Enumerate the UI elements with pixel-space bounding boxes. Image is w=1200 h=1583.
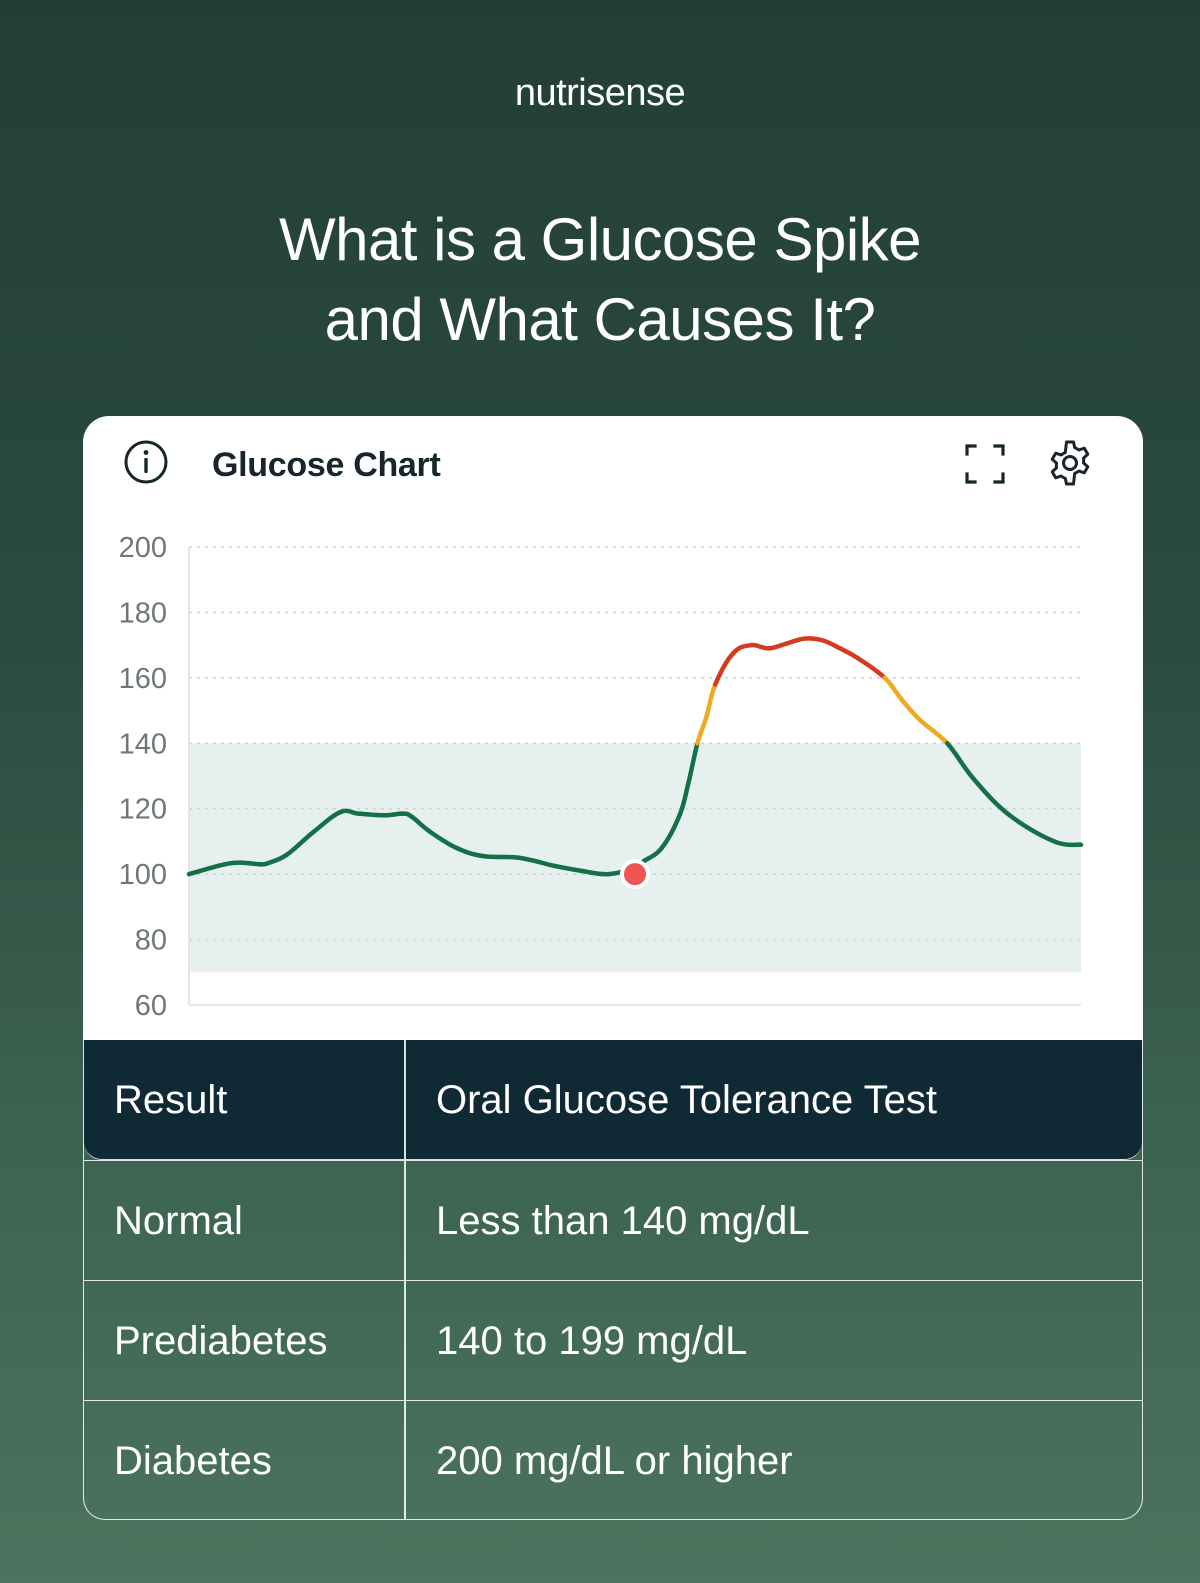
target-range-rect bbox=[189, 743, 1081, 973]
series-segment bbox=[820, 637, 843, 651]
series-segment bbox=[766, 641, 789, 651]
series-segment bbox=[186, 862, 227, 877]
row-result-normal: Normal bbox=[114, 1198, 243, 1243]
row-value-prediabetes: 140 to 199 mg/dL bbox=[436, 1318, 748, 1363]
series-segment bbox=[704, 682, 718, 720]
series-segment bbox=[356, 811, 388, 818]
current-reading-point bbox=[620, 859, 650, 890]
y-tick-label-160: 160 bbox=[119, 663, 167, 695]
series-segment bbox=[240, 860, 263, 867]
series-segment bbox=[409, 814, 433, 834]
series-segment bbox=[222, 860, 245, 867]
table-row: Prediabetes 140 to 199 mg/dL bbox=[84, 1280, 1142, 1400]
table-row: Diabetes 200 mg/dL or higher bbox=[84, 1400, 1142, 1519]
y-tick-label-200: 200 bbox=[119, 532, 167, 564]
expand-icon[interactable] bbox=[963, 442, 1007, 486]
header-result: Result bbox=[114, 1077, 228, 1122]
series-segment bbox=[659, 813, 682, 851]
table-row: Normal Less than 140 mg/dL bbox=[84, 1160, 1142, 1280]
target-range-band bbox=[189, 743, 1081, 973]
series-segment bbox=[552, 863, 584, 874]
y-axis-tick-labels: 200 180 160 140 120 100 80 60 bbox=[119, 532, 167, 1022]
row-value-normal: Less than 140 mg/dL bbox=[436, 1198, 810, 1243]
y-tick-label-60: 60 bbox=[135, 990, 167, 1022]
series-segment bbox=[686, 741, 700, 785]
series-segment bbox=[900, 698, 923, 723]
y-tick-label-100: 100 bbox=[119, 859, 167, 891]
series-segment bbox=[918, 718, 950, 746]
series-segment bbox=[382, 811, 406, 818]
glucose-line-chart: 200 180 160 140 120 100 80 60 bbox=[119, 532, 1084, 1022]
series-segment bbox=[641, 845, 665, 864]
chart-title: Glucose Chart bbox=[212, 446, 441, 484]
info-icon[interactable] bbox=[122, 438, 170, 486]
series-segment bbox=[971, 777, 1012, 818]
y-tick-label-80: 80 bbox=[135, 925, 167, 957]
glucose-chart-card: Glucose Chart 200 180 160 140 120 100 80 60 bbox=[83, 416, 1143, 1041]
y-tick-label-140: 140 bbox=[119, 728, 167, 760]
series-segment bbox=[730, 642, 754, 656]
series-segment bbox=[579, 868, 611, 877]
page-title: What is a Glucose Spike and What Causes … bbox=[0, 200, 1200, 360]
series-segment bbox=[784, 636, 807, 646]
chart-header: Glucose Chart bbox=[83, 416, 1143, 516]
series-segment bbox=[695, 714, 709, 746]
current-reading-marker bbox=[620, 859, 650, 890]
column-divider bbox=[404, 1040, 406, 1159]
row-result-diabetes: Diabetes bbox=[114, 1438, 272, 1483]
series-segment bbox=[516, 855, 557, 869]
row-value-diabetes: 200 mg/dL or higher bbox=[436, 1438, 793, 1483]
series-segment bbox=[481, 853, 522, 861]
table-header-row: Result Oral Glucose Tolerance Test bbox=[84, 1040, 1142, 1160]
series-segment bbox=[944, 741, 977, 782]
page-title-line-2: and What Causes It? bbox=[324, 286, 876, 353]
series-segment bbox=[677, 780, 691, 818]
y-axis bbox=[188, 547, 1081, 1006]
column-divider bbox=[404, 1281, 406, 1400]
series-segment bbox=[1007, 813, 1057, 844]
series-segment bbox=[267, 852, 290, 865]
series-segment bbox=[427, 829, 459, 851]
row-result-prediabetes: Prediabetes bbox=[114, 1318, 328, 1363]
series-segment bbox=[1051, 839, 1084, 848]
series-segment bbox=[713, 651, 736, 687]
series-segment bbox=[855, 655, 888, 681]
series-segment bbox=[311, 809, 343, 834]
series-segment bbox=[454, 845, 486, 859]
header-ogtt: Oral Glucose Tolerance Test bbox=[436, 1077, 937, 1122]
series-segment bbox=[802, 636, 825, 643]
series-segment bbox=[748, 642, 772, 651]
brand-logo: nutrisense bbox=[514, 72, 686, 114]
y-tick-label-120: 120 bbox=[119, 794, 167, 826]
series-segment bbox=[837, 646, 861, 661]
ogtt-results-table: Result Oral Glucose Tolerance Test Norma… bbox=[83, 1040, 1143, 1520]
page-title-line-1: What is a Glucose Spike bbox=[278, 206, 922, 273]
y-tick-label-180: 180 bbox=[119, 597, 167, 629]
series-segment bbox=[338, 808, 361, 816]
series-segment bbox=[882, 675, 905, 704]
gear-icon[interactable] bbox=[1045, 438, 1095, 488]
column-divider bbox=[404, 1161, 406, 1280]
glucose-series bbox=[186, 636, 1084, 877]
series-segment bbox=[284, 829, 317, 857]
column-divider bbox=[404, 1401, 406, 1519]
